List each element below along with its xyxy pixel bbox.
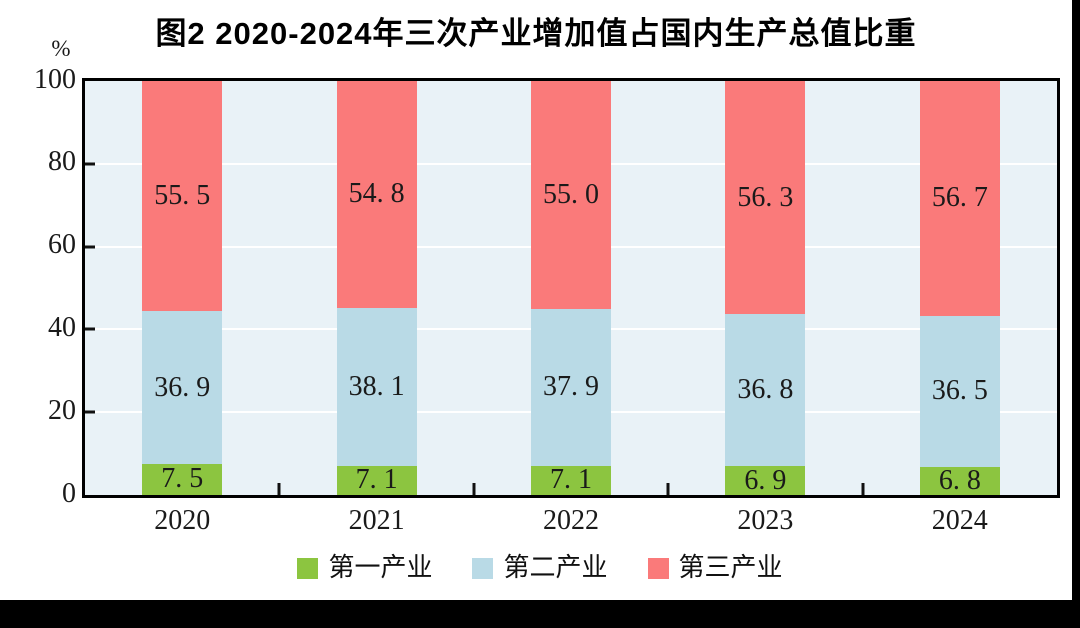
- x-tick-mark-2: [472, 483, 476, 495]
- value-label: 55. 5: [154, 180, 211, 212]
- segment-2020-第二产业: 36. 9: [142, 311, 223, 464]
- segment-2023-第三产业: 56. 3: [725, 81, 806, 315]
- legend: 第一产业 第二产业 第三产业: [0, 553, 1080, 583]
- legend-item-第二产业: 第二产业: [472, 553, 608, 582]
- segment-2024-第三产业: 56. 7: [919, 81, 1000, 316]
- value-label: 36. 8: [737, 374, 794, 406]
- y-axis-unit-label: %: [51, 36, 71, 61]
- legend-item-第一产业: 第一产业: [297, 555, 432, 581]
- bar-2024: 56. 7 36. 5 6. 8: [919, 81, 1000, 496]
- segment-2023-第二产业: 36. 8: [725, 314, 806, 467]
- legend-label: 第二产业: [503, 553, 608, 582]
- segment-2023-第一产业: 6. 9: [725, 464, 806, 496]
- value-label: 55. 0: [543, 178, 600, 210]
- y-tick-label-20: 20: [48, 394, 76, 426]
- segment-2022-第一产业: 7. 1: [531, 464, 612, 496]
- segment-2021-第二产业: 38. 1: [336, 307, 417, 466]
- y-tick-label-100: 100: [34, 63, 76, 95]
- segment-2021-第三产业: 54. 8: [336, 81, 417, 308]
- y-tick-label-40: 40: [48, 311, 76, 343]
- value-label: 56. 3: [737, 181, 794, 213]
- x-tick-mark-3: [666, 483, 670, 495]
- value-label: 6. 9: [744, 464, 787, 496]
- value-label: 6. 8: [938, 464, 981, 496]
- bar-slot-2023: 56. 3 36. 8 6. 9: [668, 81, 862, 495]
- bar-2020: 55. 5 36. 9 7. 5: [142, 81, 223, 495]
- y-tick-mark-60: [85, 245, 95, 249]
- value-label: 56. 7: [931, 182, 988, 214]
- x-axis-label-2020: 2020: [154, 505, 211, 536]
- legend-swatch-第二产业: [472, 557, 494, 579]
- x-axis-label-2023: 2023: [737, 505, 794, 536]
- segment-2021-第一产业: 7. 1: [336, 464, 417, 496]
- chart-title: 图2 2020-2024年三次产业增加值占国内生产总值比重: [155, 16, 917, 51]
- value-label: 36. 9: [154, 371, 211, 403]
- value-label: 54. 8: [348, 178, 405, 210]
- bar-slot-2022: 55. 0 37. 9 7. 1: [474, 81, 668, 495]
- bar-slot-2024: 56. 7 36. 5 6. 8: [863, 81, 1057, 495]
- x-tick-mark-4: [861, 483, 865, 495]
- bars: 55. 5 36. 9 7. 5 54. 8 38. 1 7. 1 55. 0 37. 9 7.…: [85, 81, 1057, 495]
- value-label: 37. 9: [543, 371, 600, 403]
- bar-2022: 55. 0 37. 9 7. 1: [531, 81, 612, 496]
- y-tick-mark-80: [85, 162, 95, 166]
- segment-2024-第二产业: 36. 5: [919, 315, 1000, 467]
- legend-swatch-第一产业: [297, 557, 319, 579]
- legend-swatch-第三产业: [647, 557, 669, 579]
- y-tick-label-0: 0: [62, 477, 76, 509]
- value-label: 36. 5: [931, 375, 988, 407]
- segment-2022-第二产业: 37. 9: [531, 308, 612, 466]
- value-label: 7. 1: [355, 464, 398, 496]
- value-label: 7. 5: [161, 463, 204, 495]
- bar-2023: 56. 3 36. 8 6. 9: [725, 81, 806, 496]
- y-tick-label-80: 80: [48, 146, 76, 178]
- legend-label: 第一产业: [328, 553, 433, 582]
- legend-item-第三产业: 第三产业: [647, 553, 783, 582]
- x-axis-label-2024: 2024: [931, 505, 988, 536]
- bar-slot-2021: 54. 8 38. 1 7. 1: [279, 81, 473, 495]
- bar-2021: 54. 8 38. 1 7. 1: [336, 81, 417, 496]
- y-tick-label-60: 60: [48, 229, 76, 261]
- segment-2020-第一产业: 7. 5: [142, 463, 223, 495]
- x-tick-mark-1: [277, 483, 281, 495]
- segment-2020-第三产业: 55. 5: [142, 81, 223, 312]
- letterbox-bottom: [0, 600, 1080, 628]
- segment-2022-第三产业: 55. 0: [531, 81, 612, 309]
- x-axis-label-2021: 2021: [348, 505, 405, 536]
- x-axis-label-2022: 2022: [543, 505, 599, 536]
- letterbox-right: [1072, 0, 1080, 628]
- y-tick-mark-20: [85, 410, 95, 414]
- legend-label: 第三产业: [678, 553, 783, 582]
- value-label: 7. 1: [550, 464, 593, 496]
- segment-2024-第一产业: 6. 8: [919, 464, 1000, 496]
- value-label: 38. 1: [348, 370, 405, 402]
- bar-slot-2020: 55. 5 36. 9 7. 5: [85, 81, 279, 495]
- y-tick-mark-40: [85, 327, 95, 331]
- plot-area: 55. 5 36. 9 7. 5 54. 8 38. 1 7. 1 55. 0 37. 9 7.…: [82, 78, 1060, 498]
